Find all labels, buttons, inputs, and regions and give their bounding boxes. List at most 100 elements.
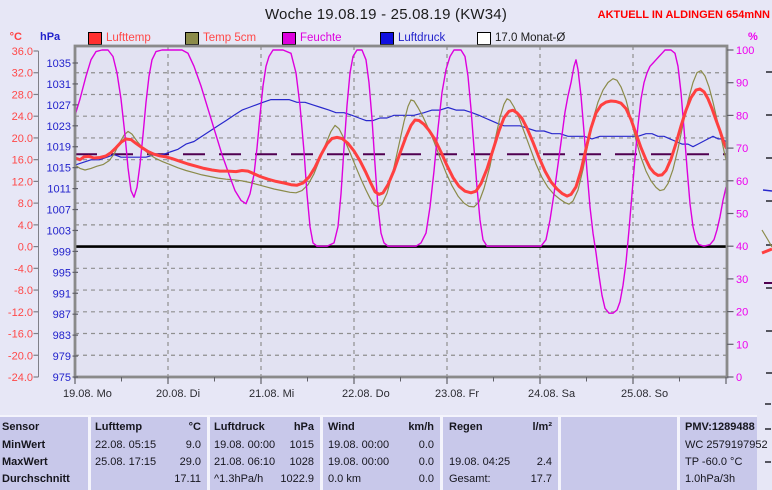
table-column-luftdruck: Luftdruck hPa 19.08. 00:00 1015 21.08. 06:10… xyxy=(211,417,317,490)
humidity-tick-label: 20 xyxy=(736,307,748,319)
legend-swatch-icon xyxy=(380,31,394,45)
legend-label: Lufttemp xyxy=(106,32,151,44)
day-label: 19.08. Mo xyxy=(63,388,112,400)
humidity-tick-label: 40 xyxy=(736,241,748,253)
legend-swatch-icon xyxy=(185,31,199,45)
table-header: Regen xyxy=(449,421,483,433)
humidity-tick-label: 80 xyxy=(736,110,748,122)
day-label: 21.08. Mi xyxy=(249,388,294,400)
pressure-tick-label: 1007 xyxy=(47,205,71,217)
series-lufttemp xyxy=(75,87,727,198)
table-cell: 19.08. 00:00 xyxy=(328,438,390,451)
day-label: 22.08. Do xyxy=(342,388,390,400)
series-temp-5cm xyxy=(75,69,727,208)
pressure-tick-label: 1015 xyxy=(47,163,71,175)
pressure-tick-label: 999 xyxy=(53,246,71,258)
table-cell-value: 29.0 xyxy=(179,455,201,468)
humidity-axis-unit: % xyxy=(748,31,758,43)
legend-label: 17.0 Monat-Ø xyxy=(495,32,566,44)
table-cell-value: 1022.9 xyxy=(280,472,314,485)
legend-item-luftdruck[interactable]: Luftdruck xyxy=(380,31,445,45)
pressure-tick-label: 983 xyxy=(53,330,71,342)
legend-item-17-0-monat-[interactable]: 17.0 Monat-Ø xyxy=(477,31,565,45)
humidity-tick-label: 50 xyxy=(736,209,748,221)
table-header: PMV:1289488 xyxy=(685,421,755,433)
table-cell-value: 0.0 xyxy=(418,472,434,485)
table-header: Lufttemp xyxy=(95,421,143,433)
table-header: Wind xyxy=(328,421,355,433)
humidity-tick-label: 0 xyxy=(736,372,742,384)
table-cell-value: 17.7 xyxy=(530,472,552,485)
pressure-tick-label: 1003 xyxy=(47,225,71,237)
humidity-tick-label: 90 xyxy=(736,78,748,90)
table-cell: 19.08. 00:00 xyxy=(214,438,276,451)
sliver-tick xyxy=(765,428,771,430)
table-separator xyxy=(440,417,443,490)
stats-table: SensorMinWertMaxWertDurchschnitt25.08. 2… xyxy=(0,415,768,490)
pressure-tick-label: 995 xyxy=(53,267,71,279)
legend-label: Luftdruck xyxy=(398,32,446,44)
table-column-pmv-1289488: PMV:1289488 WC 2579197952 TP -60.0 °C 1.0hP… xyxy=(682,417,768,490)
table-separator xyxy=(677,417,680,490)
table-cell: Gesamt: xyxy=(449,472,491,485)
pressure-tick-label: 1023 xyxy=(47,121,71,133)
legend-item-feuchte[interactable]: Feuchte xyxy=(282,31,342,45)
table-header-unit: °C xyxy=(188,421,201,433)
temp-tick-label: 4.0 xyxy=(18,220,33,232)
table-cell-value: 9.0 xyxy=(185,438,201,451)
legend-item-lufttemp[interactable]: Lufttemp xyxy=(88,31,151,45)
day-label: 24.08. Sa xyxy=(528,388,576,400)
table-separator xyxy=(320,417,323,490)
table-header-unit: km/h xyxy=(408,421,434,433)
table-cell: 1.0hPa/3h xyxy=(685,472,736,485)
weather-week-chart: 36.0 32.0 28.0 24.0 20.0 16.0 12.0 8.0 4.0 0.0 -4.… xyxy=(8,44,772,400)
series-feuchte xyxy=(75,49,727,314)
table-cell-value: 2.4 xyxy=(536,455,552,468)
pressure-tick-label: 1035 xyxy=(47,58,71,70)
plot-area xyxy=(75,46,727,377)
table-cell: 22.08. 05:15 xyxy=(95,438,157,451)
pressure-axis-unit: hPa xyxy=(40,31,61,43)
table-cell: 0.0 km xyxy=(328,472,362,485)
temp-tick-label: -8.0 xyxy=(14,285,33,297)
temp-tick-label: 24.0 xyxy=(12,111,33,123)
chart-legend: Lufttemp Temp 5cm Feuchte Luftdruck 17.0 Mon… xyxy=(0,31,772,47)
temp-tick-label: 28.0 xyxy=(12,89,33,101)
table-cell: 25.08. 17:15 xyxy=(95,455,157,468)
table-cell: 19.08. 00:00 xyxy=(328,455,390,468)
table-row-label: Durchschnitt xyxy=(2,472,70,485)
temp-tick-label: -16.0 xyxy=(8,329,33,341)
pressure-tick-label: 1019 xyxy=(47,142,71,154)
table-row-label: MaxWert xyxy=(2,455,48,468)
temp-tick-label: 16.0 xyxy=(12,155,33,167)
legend-item-temp-5cm[interactable]: Temp 5cm xyxy=(185,31,256,45)
temp-tick-label: -12.0 xyxy=(8,307,33,319)
legend-swatch-icon xyxy=(477,31,491,45)
pressure-tick-label: 1011 xyxy=(47,184,71,196)
temp-tick-label: -4.0 xyxy=(14,263,33,275)
pressure-tick-label: 979 xyxy=(53,351,71,363)
table-cell: TP -60.0 °C xyxy=(685,455,743,468)
table-header-unit: hPa xyxy=(293,421,314,433)
table-row-label: MinWert xyxy=(2,438,46,451)
table-cell: WC 2579197952 xyxy=(685,438,768,451)
legend-swatch-icon xyxy=(282,31,296,45)
table-separator xyxy=(558,417,561,490)
day-label: 23.08. Fr xyxy=(435,388,479,400)
table-cell-value: 0.0 xyxy=(418,455,434,468)
pressure-tick-label: 987 xyxy=(53,309,71,321)
legend-swatch-icon xyxy=(88,31,102,45)
table-separator xyxy=(88,417,91,490)
table-cell-value: 0.0 xyxy=(418,438,434,451)
temp-tick-label: 20.0 xyxy=(12,133,33,145)
table-separator xyxy=(207,417,210,490)
table-column-wind: Wind km/h 19.08. 00:00 0.0 19.08. 00:00 0.0 0.… xyxy=(325,417,437,490)
temp-tick-label: 0.0 xyxy=(18,242,33,254)
page-title: Woche 19.08.19 - 25.08.19 (KW34) xyxy=(264,6,508,23)
table-row-label: Sensor xyxy=(2,421,40,433)
legend-label: Temp 5cm xyxy=(203,32,257,44)
temp-tick-label: -24.0 xyxy=(8,372,33,384)
sliver-tick xyxy=(765,403,771,405)
table-column-lufttemp: Lufttemp °C 22.08. 05:15 9.0 25.08. 17:15 29.… xyxy=(92,417,204,490)
